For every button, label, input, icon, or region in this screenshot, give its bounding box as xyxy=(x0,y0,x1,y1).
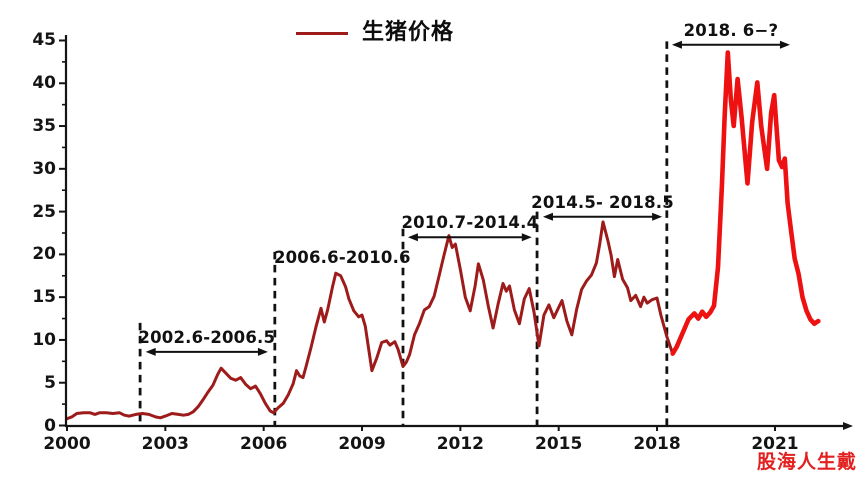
y-tick-label: 25 xyxy=(32,201,56,222)
legend-line-swatch xyxy=(296,31,348,35)
cycle-annotation-label: 2002.6-2006.5 xyxy=(138,327,276,347)
cycle-span-arrowhead-left xyxy=(407,233,418,242)
y-tick-label: 0 xyxy=(44,415,56,436)
cycle-span-arrowhead-left xyxy=(671,40,682,49)
y-tick-label: 10 xyxy=(32,329,56,350)
x-tick-label: 2018 xyxy=(633,434,681,454)
cycle-span-arrowhead-right xyxy=(521,233,532,242)
y-tick-label: 30 xyxy=(32,158,56,179)
cycle-span-arrowhead-right xyxy=(652,212,663,221)
x-tick-label: 2015 xyxy=(535,434,583,454)
y-tick-label: 35 xyxy=(32,116,56,137)
x-tick-label: 2000 xyxy=(43,434,91,454)
x-tick-label: 2003 xyxy=(141,434,189,454)
cycle-span-arrowhead-right xyxy=(257,347,268,356)
y-tick-label: 15 xyxy=(32,287,56,308)
cycle-span-arrowhead-right xyxy=(779,40,790,49)
y-tick-label: 45 xyxy=(32,30,56,51)
x-tick-label: 2021 xyxy=(751,434,799,454)
x-tick-label: 2012 xyxy=(436,434,485,454)
legend: 生猪价格 xyxy=(296,20,454,46)
x-axis-arrowhead xyxy=(843,422,853,430)
price-line-2018-onward-highlight xyxy=(670,50,821,356)
cycle-annotation-label: 2006.6-2010.6 xyxy=(273,247,411,267)
cycle-annotation-label: 2018. 6−? xyxy=(683,20,779,40)
cycle-annotation-label: 2014.5- 2018.5 xyxy=(531,192,674,212)
watermark-text: 股海人生戴 xyxy=(756,451,857,473)
y-tick-label: 20 xyxy=(32,244,56,265)
x-tick-label: 2009 xyxy=(338,434,386,454)
y-tick-label: 5 xyxy=(44,372,56,393)
x-tick-label: 2006 xyxy=(240,434,288,454)
price-line-2000-2018 xyxy=(65,220,675,421)
cycle-span-arrowhead-left xyxy=(542,212,553,221)
cycle-annotation-label: 2010.7-2014.4 xyxy=(401,213,539,233)
y-tick-label: 40 xyxy=(32,73,56,94)
legend-series-label: 生猪价格 xyxy=(362,20,455,45)
cycle-span-arrowhead-left xyxy=(145,347,156,356)
